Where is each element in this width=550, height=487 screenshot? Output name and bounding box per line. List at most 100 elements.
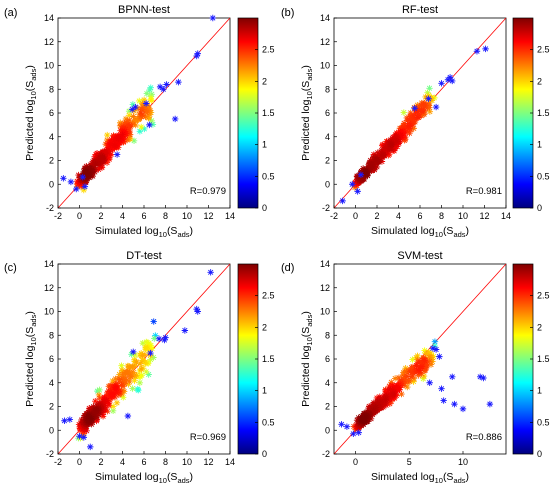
- data-point: [150, 354, 157, 361]
- y-tick-label: 6: [325, 108, 330, 118]
- y-tick-label: 14: [44, 259, 54, 269]
- data-point: [414, 352, 421, 360]
- data-point: [398, 390, 405, 398]
- outlier-point: [432, 346, 440, 353]
- data-point: [426, 108, 434, 115]
- x-tick-label: 12: [203, 211, 213, 221]
- data-point: [137, 360, 144, 367]
- data-point: [139, 365, 147, 372]
- data-point: [93, 407, 100, 414]
- label-part: Predicted log: [24, 99, 36, 160]
- data-point: [103, 136, 111, 144]
- x-tick-label: 14: [225, 211, 235, 221]
- y-tick-label: 14: [44, 13, 54, 23]
- data-point: [148, 117, 155, 125]
- data-point: [103, 397, 111, 404]
- chart-title: BPNN-test: [118, 4, 170, 16]
- label-part: (S: [24, 81, 36, 92]
- data-point: [146, 111, 154, 118]
- outlier-point: [80, 434, 87, 441]
- data-point: [141, 125, 148, 133]
- x-tick-label: 0: [353, 211, 358, 221]
- data-point: [82, 168, 90, 176]
- data-point: [430, 353, 437, 360]
- data-point: [130, 137, 138, 144]
- outlier-point: [440, 397, 447, 404]
- label-subscript: ads: [29, 314, 38, 326]
- outlier-point: [162, 334, 169, 341]
- data-point: [115, 136, 123, 144]
- data-point: [132, 121, 139, 129]
- y-tick-label: 10: [320, 307, 330, 317]
- data-point: [147, 109, 155, 116]
- data-point: [109, 146, 116, 153]
- y-tick-label: 12: [44, 37, 54, 47]
- y-axis-label: Predicted log10(Sads): [300, 65, 314, 161]
- data-point: [395, 374, 403, 381]
- data-point: [130, 113, 137, 120]
- colorbar-tick-label: 2: [537, 76, 542, 86]
- data-point: [367, 160, 375, 168]
- data-point: [400, 120, 408, 127]
- data-point: [362, 413, 370, 421]
- correlation-label: R=0.979: [190, 186, 226, 197]
- data-point: [388, 379, 395, 386]
- data-point: [399, 371, 407, 379]
- label-part: Simulated log: [95, 471, 159, 483]
- data-point: [400, 109, 408, 116]
- data-point: [119, 371, 126, 378]
- x-tick-label: 12: [479, 211, 489, 221]
- data-point: [138, 123, 145, 131]
- outlier-point: [355, 429, 362, 436]
- data-point: [401, 381, 408, 389]
- data-point: [414, 114, 422, 121]
- data-point: [83, 171, 91, 179]
- data-point: [139, 101, 147, 108]
- data-point: [385, 396, 393, 404]
- data-point: [410, 375, 418, 382]
- outlier-point: [338, 421, 345, 428]
- data-point: [102, 140, 109, 148]
- data-point: [398, 125, 406, 132]
- outlier-point: [79, 173, 86, 181]
- data-point: [383, 393, 390, 400]
- y-tick-label: 6: [49, 108, 54, 118]
- label-part: Predicted log: [24, 345, 36, 406]
- label-subscript: ads: [177, 476, 189, 485]
- data-point: [389, 391, 397, 398]
- data-point: [415, 103, 423, 110]
- data-point: [109, 392, 116, 399]
- colorbar-tick-label: 1.5: [262, 354, 275, 364]
- y-tick-label: 10: [320, 61, 330, 71]
- correlation-label: R=0.969: [190, 432, 226, 443]
- data-point: [132, 117, 139, 125]
- outlier-point: [113, 151, 121, 158]
- data-point: [394, 130, 401, 137]
- x-tick-label: 0: [353, 457, 358, 467]
- data-point: [125, 112, 133, 119]
- data-point: [426, 358, 433, 365]
- data-point: [104, 131, 111, 139]
- panel-label: (b): [281, 7, 294, 19]
- outlier-point: [171, 115, 179, 123]
- y-tick-label: -2: [322, 449, 330, 459]
- colorbar-tick-label: 0: [262, 449, 267, 459]
- x-tick-label: 10: [458, 457, 468, 467]
- data-point: [142, 106, 149, 114]
- outlier-point: [343, 423, 351, 430]
- data-point: [125, 107, 133, 115]
- data-point: [120, 394, 127, 401]
- x-tick-label: 4: [120, 211, 125, 221]
- data-point: [138, 365, 145, 373]
- outlier-point: [124, 412, 132, 420]
- data-point: [112, 384, 120, 392]
- data-point: [121, 380, 128, 388]
- data-point: [95, 166, 102, 173]
- data-point: [119, 367, 126, 374]
- data-point: [373, 156, 381, 163]
- data-point: [143, 338, 150, 346]
- data-point: [97, 158, 104, 165]
- data-point: [119, 379, 126, 386]
- data-point: [92, 397, 99, 405]
- x-tick-label: 6: [141, 457, 146, 467]
